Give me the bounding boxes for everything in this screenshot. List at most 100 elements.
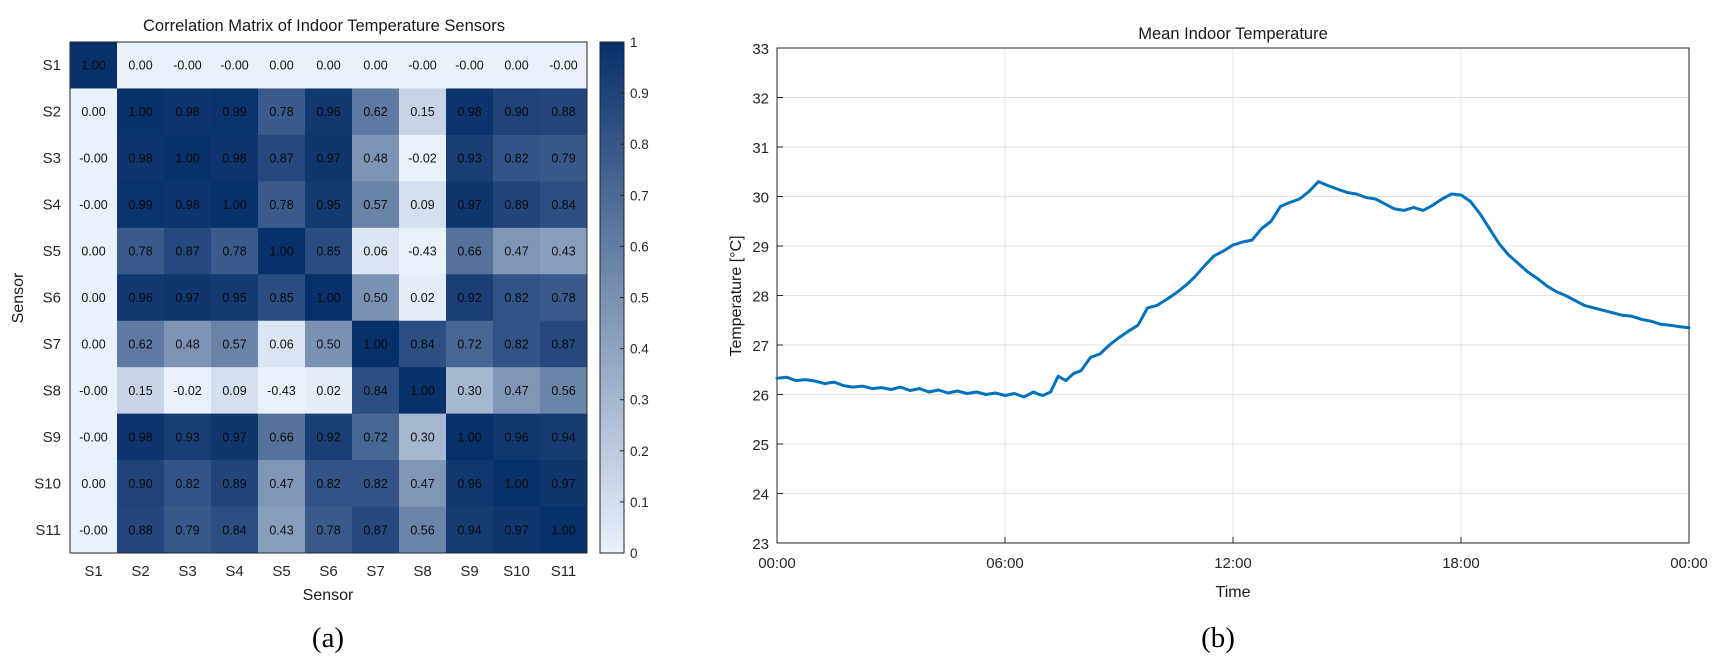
heatmap-cell — [164, 367, 212, 415]
heatmap-cell — [399, 88, 447, 136]
heatmap-cell — [164, 227, 212, 275]
heatmap-cell-value: 1.00 — [457, 430, 481, 444]
heatmap-cell-value: 0.87 — [551, 337, 575, 351]
heatmap-cell — [446, 88, 494, 136]
y-tick-label: 29 — [752, 239, 769, 256]
heatmap-cell-value: 1.00 — [363, 337, 387, 351]
heatmap-cell — [305, 274, 353, 322]
heatmap-cell-value: 0.90 — [128, 477, 152, 491]
heatmap-cell — [258, 42, 306, 89]
heatmap-cell — [164, 413, 212, 461]
heatmap-cell-value: 0.84 — [410, 337, 434, 351]
plot-frame — [776, 47, 1690, 544]
heatmap-y-tick-label: S8 — [43, 382, 61, 399]
heatmap-cell-value: 0.87 — [363, 523, 387, 537]
heatmap-cell — [70, 320, 118, 368]
heatmap-cell — [258, 88, 306, 136]
heatmap-cell-value: 0.78 — [128, 245, 152, 259]
heatmap-cell — [540, 460, 588, 507]
heatmap-cell — [352, 181, 400, 229]
heatmap-cell-value: 0.30 — [410, 430, 434, 444]
heatmap-cell — [352, 42, 400, 89]
heatmap-cell — [258, 134, 306, 182]
heatmap-cell-value: 0.30 — [457, 384, 481, 398]
heatmap-y-tick-label: S1 — [43, 57, 61, 74]
heatmap-cell — [211, 367, 259, 415]
heatmap-cell-value: 0.06 — [269, 337, 293, 351]
heatmap-cell-value: 0.78 — [222, 245, 246, 259]
heatmap-x-tick-label: S10 — [503, 563, 530, 580]
heatmap-cell-value: 0.72 — [363, 430, 387, 444]
heatmap-cell — [540, 227, 588, 275]
temperature-line-panel: Mean Indoor Temperature 23 24 25 26 27 28 29 30… — [728, 25, 1708, 654]
heatmap-cell-value: 0.82 — [504, 152, 528, 166]
heatmap-cell-value: 0.72 — [457, 337, 481, 351]
heatmap-cell — [493, 88, 541, 136]
heatmap-cell — [211, 320, 259, 368]
heatmap-cell — [164, 88, 212, 136]
heatmap-cell-value: 0.57 — [363, 198, 387, 212]
heatmap-cell-value: 0.84 — [222, 523, 246, 537]
heatmap-cell-value: 0.97 — [175, 291, 199, 305]
heatmap-cell-value: 1.00 — [551, 523, 575, 537]
y-tick-label: 25 — [752, 437, 769, 454]
heatmap-cell-value: -0.43 — [267, 384, 296, 398]
heatmap-cell — [70, 460, 118, 507]
heatmap-cell-value: 0.79 — [551, 152, 575, 166]
heatmap-cell-value: 0.85 — [316, 245, 340, 259]
heatmap-cell-value: 0.78 — [316, 523, 340, 537]
colorbar-tick-label: 0.3 — [630, 393, 649, 408]
heatmap-cell — [352, 506, 400, 554]
heatmap-cell — [211, 413, 259, 461]
heatmap-cell — [164, 460, 212, 507]
heatmap-cell — [352, 460, 400, 507]
heatmap-cell — [399, 460, 447, 507]
heatmap-frame — [69, 41, 588, 554]
heatmap-cell-value: 0.98 — [175, 105, 199, 119]
heatmap-cell-value: 0.82 — [316, 477, 340, 491]
heatmap-cell — [493, 460, 541, 507]
x-tick-label: 00:00 — [758, 555, 796, 572]
heatmap-cell-value: 1.00 — [316, 291, 340, 305]
heatmap-cell — [540, 88, 588, 136]
heatmap-cell-value: 0.96 — [504, 430, 528, 444]
heatmap-cell-value: 0.82 — [504, 337, 528, 351]
heatmap-cell — [493, 42, 541, 89]
heatmap-cell-value: 0.09 — [410, 198, 434, 212]
x-tick-label: 12:00 — [1214, 555, 1252, 572]
heatmap-cell — [70, 227, 118, 275]
y-tick-label: 26 — [752, 388, 769, 405]
heatmap-cell-value: 0.85 — [269, 291, 293, 305]
heatmap-cell-value: -0.00 — [79, 384, 108, 398]
heatmap-cell-value: 0.92 — [316, 430, 340, 444]
colorbar-tick-label: 0.9 — [630, 86, 649, 101]
heatmap-cell — [399, 320, 447, 368]
heatmap-cell — [258, 506, 306, 554]
heatmap-cell-value: 0.66 — [457, 245, 481, 259]
heatmap-cell-value: 0.87 — [269, 152, 293, 166]
heatmap-cell — [305, 181, 353, 229]
heatmap-cell — [399, 506, 447, 554]
heatmap-cell-value: 0.56 — [551, 384, 575, 398]
heatmap-cell — [305, 413, 353, 461]
heatmap-cell-value: 0.98 — [222, 152, 246, 166]
heatmap-cell — [352, 134, 400, 182]
heatmap-cell — [446, 506, 494, 554]
heatmap-cell-value: 0.00 — [363, 59, 387, 73]
heatmap-cell-value: -0.00 — [408, 59, 437, 73]
heatmap-cell — [164, 274, 212, 322]
heatmap-cell-value: 0.88 — [128, 523, 152, 537]
heatmap-cell-value: 1.00 — [269, 245, 293, 259]
heatmap-cell — [70, 367, 118, 415]
heatmap-cell-value: 1.00 — [81, 59, 105, 73]
colorbar-tick-label: 0.4 — [630, 342, 649, 357]
heatmap-cell — [446, 367, 494, 415]
heatmap-y-tick-label: S5 — [43, 243, 61, 260]
heatmap-cell-value: 0.98 — [128, 430, 152, 444]
heatmap-cell — [399, 274, 447, 322]
heatmap-cell — [399, 42, 447, 89]
heatmap-cell-value: -0.02 — [408, 152, 437, 166]
y-tick-label: 27 — [752, 338, 769, 355]
heatmap-cell-value: 0.95 — [222, 291, 246, 305]
